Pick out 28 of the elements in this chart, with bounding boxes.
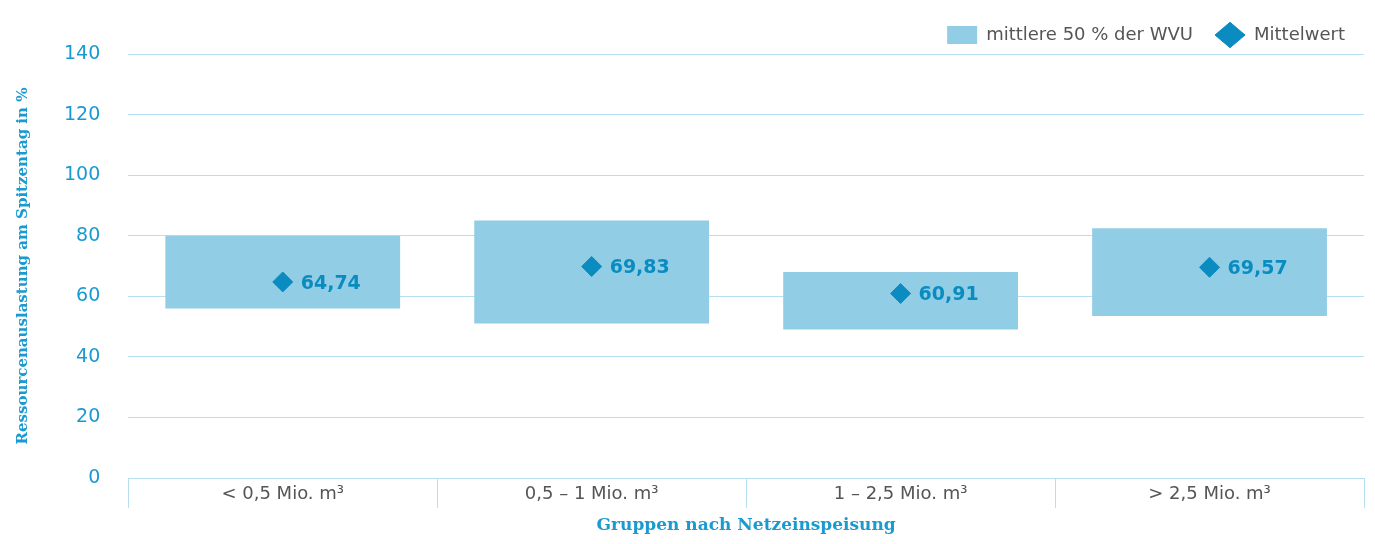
y-tick-label: 60 (76, 283, 101, 306)
bar (474, 220, 710, 324)
point (890, 283, 912, 305)
x-tick-label: < 0,5 Mio. m³ (221, 482, 345, 504)
data-label: 69,83 (609, 255, 670, 278)
y-tick-label: 120 (64, 101, 101, 124)
x-axis-title: Gruppen nach Netzeinspeisung (596, 514, 896, 535)
x-tick-label: > 2,5 Mio. m³ (1148, 482, 1271, 504)
y-tick-label: 80 (76, 222, 101, 245)
x-tick-label: 0,5 – 1 Mio. m³ (524, 482, 659, 504)
bar (1092, 228, 1327, 316)
data-label: 69,57 (1227, 256, 1288, 279)
y-tick-label: 40 (76, 343, 101, 366)
y-tick-label: 100 (64, 162, 101, 185)
y-axis-title: Ressourcenauslastung am Spitzentag in % (12, 87, 31, 445)
y-tick-label: 0 (88, 464, 101, 487)
y-tick-label: 140 (64, 40, 101, 63)
bar (165, 235, 401, 309)
point (581, 256, 603, 278)
bar (783, 272, 1018, 330)
data-label: 64,74 (300, 270, 361, 293)
data-label: 60,91 (918, 282, 979, 305)
point (272, 271, 294, 293)
legend-label: Mittelwert (1254, 22, 1346, 44)
x-tick-label: 1 – 2,5 Mio. m³ (833, 482, 968, 504)
legend-label: mittlere 50 % der WVU (986, 22, 1194, 44)
y-tick-label: 20 (76, 404, 101, 427)
point (1199, 256, 1221, 278)
